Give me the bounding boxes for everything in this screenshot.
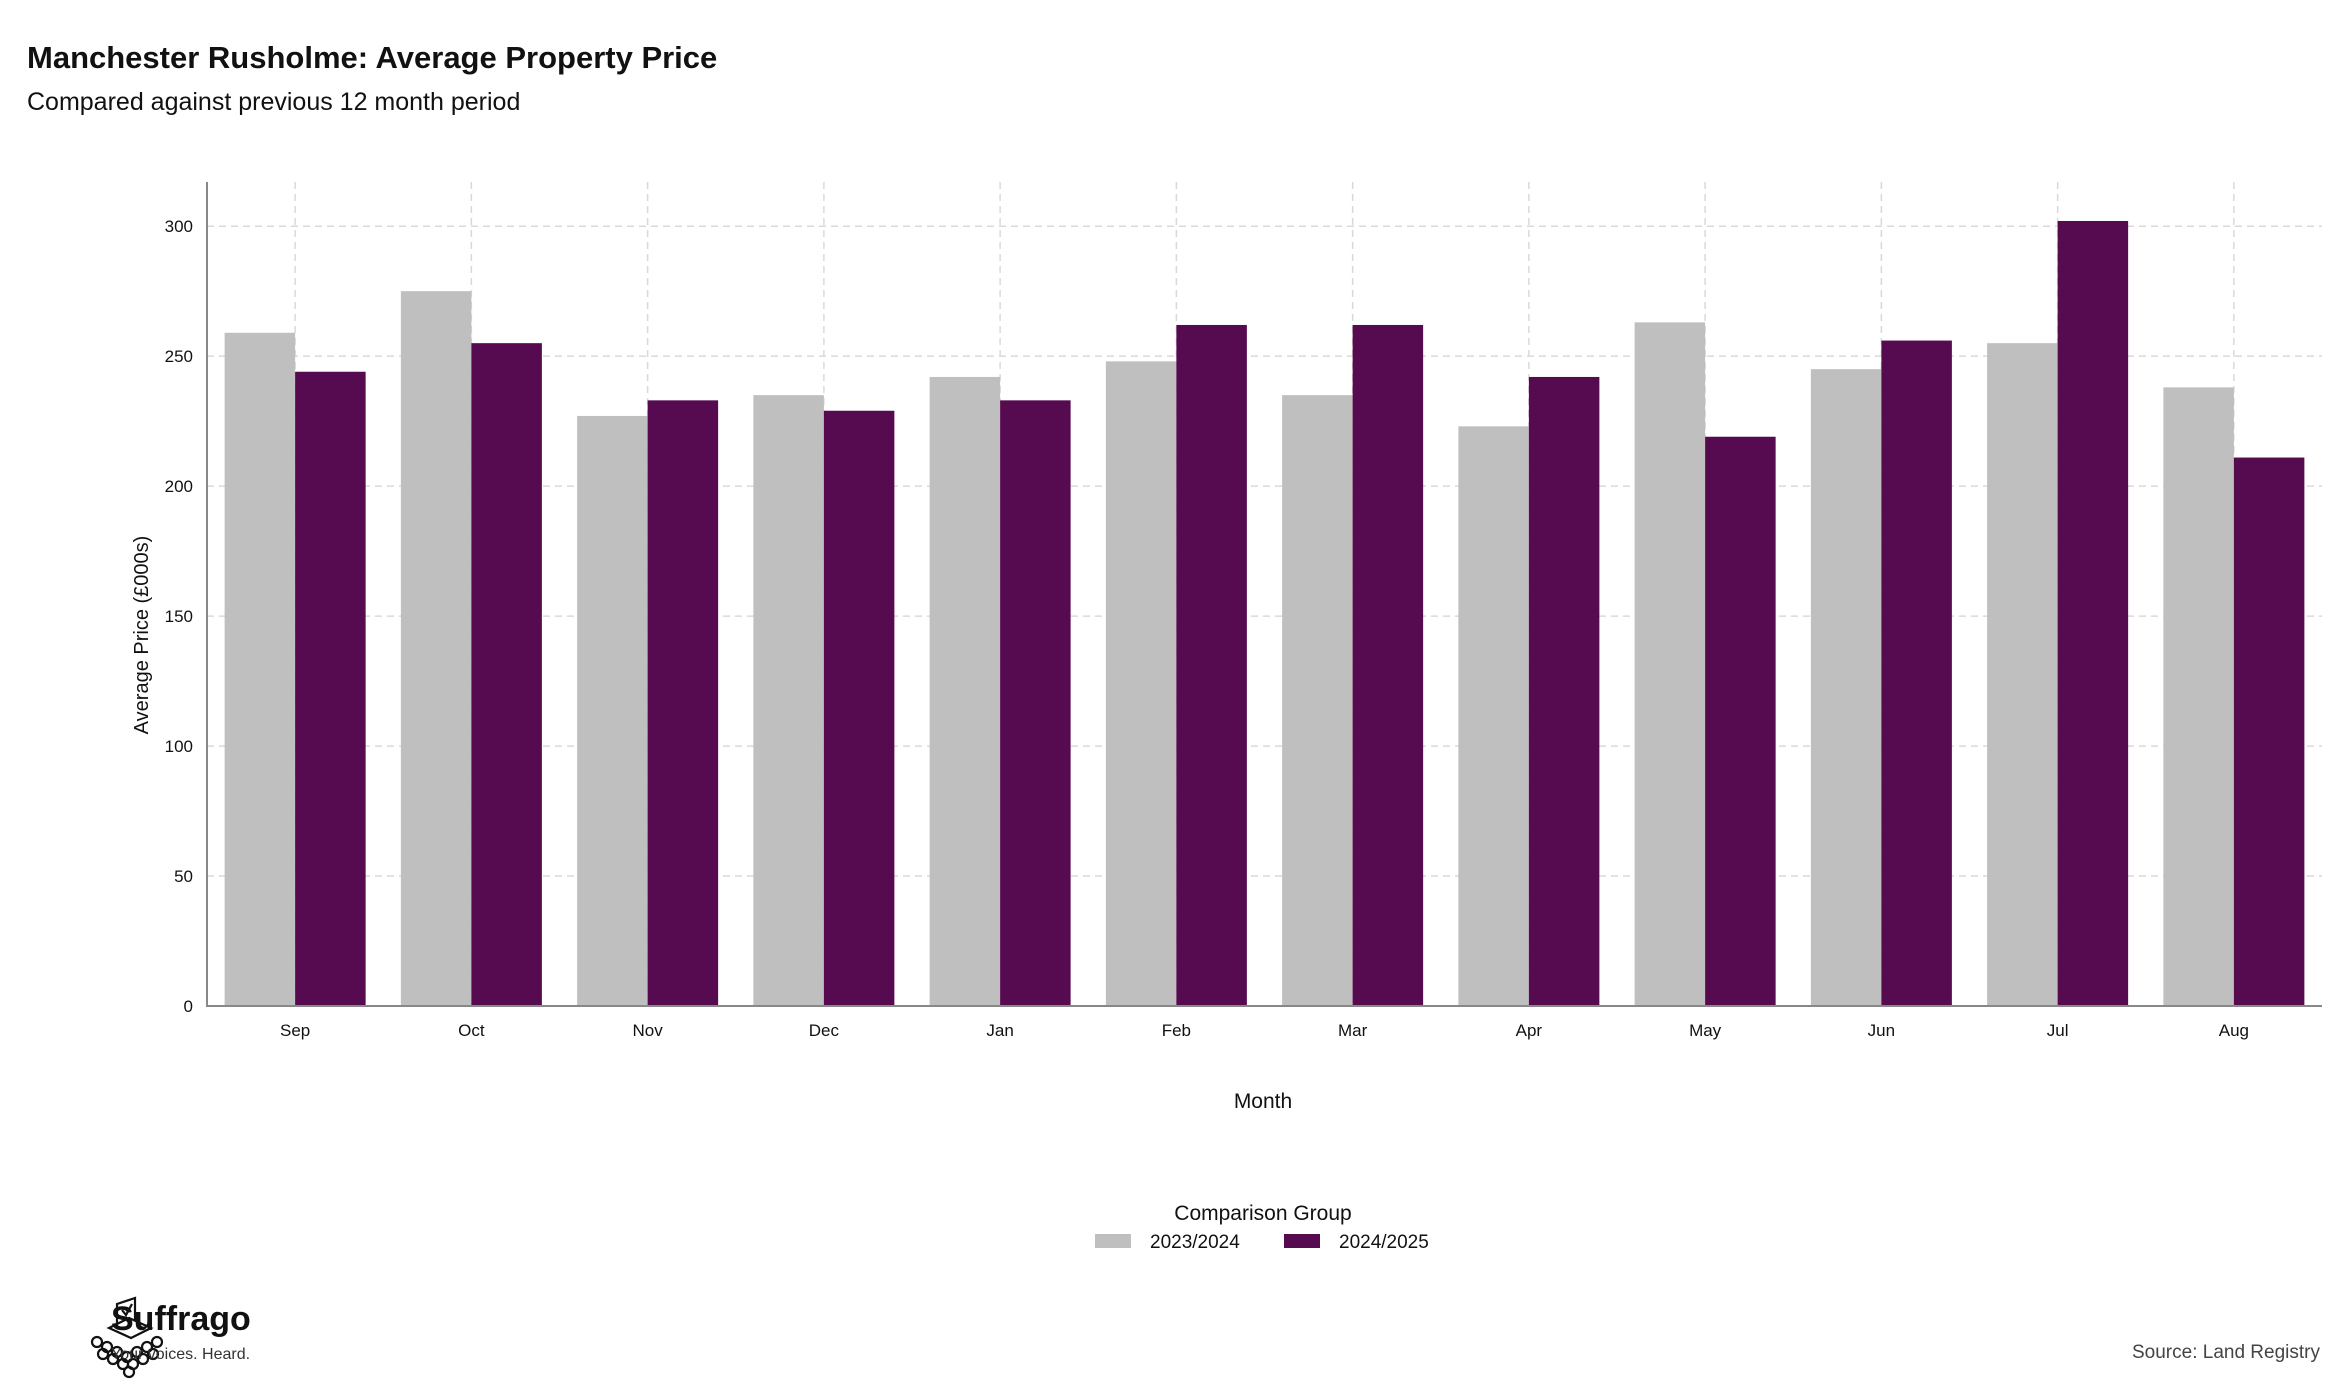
bar-2023-2024-may: [1634, 322, 1706, 1006]
bar-2024-2025-jul: [2057, 220, 2129, 1006]
brand-name: Suffrago: [111, 1300, 251, 1338]
bar-2024-2025-jan: [1000, 400, 1071, 1006]
x-tick-label: Oct: [458, 1021, 485, 1040]
x-tick-label: Nov: [633, 1021, 664, 1040]
bar-2023-2024-oct: [400, 291, 472, 1007]
bar-2024-2025-nov: [647, 400, 719, 1006]
bar-2024-2025-dec: [823, 410, 895, 1006]
chart-title: Manchester Rusholme: Average Property Pr…: [27, 40, 718, 75]
y-tick-label: 0: [184, 997, 193, 1016]
bar-2023-2024-aug: [2163, 387, 2234, 1006]
legend-label: 2023/2024: [1150, 1232, 1240, 1253]
y-tick-label: 200: [165, 477, 193, 496]
bar-2024-2025-aug: [2233, 457, 2305, 1007]
bar-2024-2025-apr: [1528, 376, 1600, 1007]
bar-2024-2025-feb: [1176, 324, 1247, 1006]
x-tick-label: Feb: [1162, 1021, 1191, 1040]
axes: 0 50 100 150 200 250 300 Sep Oct Nov Dec Jan Feb Mar A…: [165, 182, 2322, 1040]
legend-title: Comparison Group: [1174, 1202, 1351, 1225]
x-tick-label: May: [1689, 1021, 1722, 1040]
x-tick-label: Jan: [986, 1021, 1013, 1040]
bars: [224, 220, 2305, 1007]
bar-2024-2025-oct: [471, 343, 542, 1006]
x-tick-label: Sep: [280, 1021, 310, 1040]
bar-2023-2024-mar: [1282, 395, 1353, 1006]
brand-tagline: Your voices. Heard.: [111, 1346, 251, 1363]
x-tick-label: Jun: [1868, 1021, 1895, 1040]
source-note: Source: Land Registry: [2132, 1342, 2320, 1363]
legend-label: 2024/2025: [1339, 1232, 1429, 1253]
x-tick-label: Apr: [1516, 1021, 1543, 1040]
legend-swatch: [1284, 1234, 1320, 1248]
x-tick-label: Mar: [1338, 1021, 1368, 1040]
y-tick-label: 50: [174, 867, 193, 886]
y-axis-title: Average Price (£000s): [131, 536, 153, 735]
x-axis-title: Month: [1234, 1090, 1292, 1113]
bar-2024-2025-sep: [295, 371, 366, 1007]
x-tick-label: Aug: [2219, 1021, 2249, 1040]
bar-2023-2024-sep: [224, 332, 296, 1006]
bar-2023-2024-dec: [753, 395, 824, 1006]
y-tick-label: 100: [165, 737, 193, 756]
bar-2023-2024-jul: [1987, 343, 2058, 1006]
chart-subtitle: Compared against previous 12 month perio…: [27, 88, 521, 116]
bar-2023-2024-feb: [1105, 361, 1177, 1007]
bar-2024-2025-jun: [1881, 340, 1952, 1006]
x-tick-label: Dec: [809, 1021, 840, 1040]
y-tick-label: 150: [165, 607, 193, 626]
y-tick-label: 300: [165, 217, 193, 236]
bar-2023-2024-jun: [1810, 369, 1882, 1007]
bar-2023-2024-nov: [577, 415, 648, 1006]
legend-swatch: [1095, 1234, 1131, 1248]
bar-2023-2024-jan: [929, 376, 1001, 1007]
x-tick-label: Jul: [2047, 1021, 2069, 1040]
ballot-box-crowd-icon: [90, 1296, 164, 1379]
bar-2024-2025-mar: [1352, 324, 1424, 1006]
bar-2023-2024-apr: [1458, 426, 1529, 1006]
bar-2024-2025-may: [1705, 436, 1776, 1006]
y-tick-label: 250: [165, 347, 193, 366]
legend: Comparison Group 2023/2024 2024/2025: [1095, 1202, 1429, 1253]
